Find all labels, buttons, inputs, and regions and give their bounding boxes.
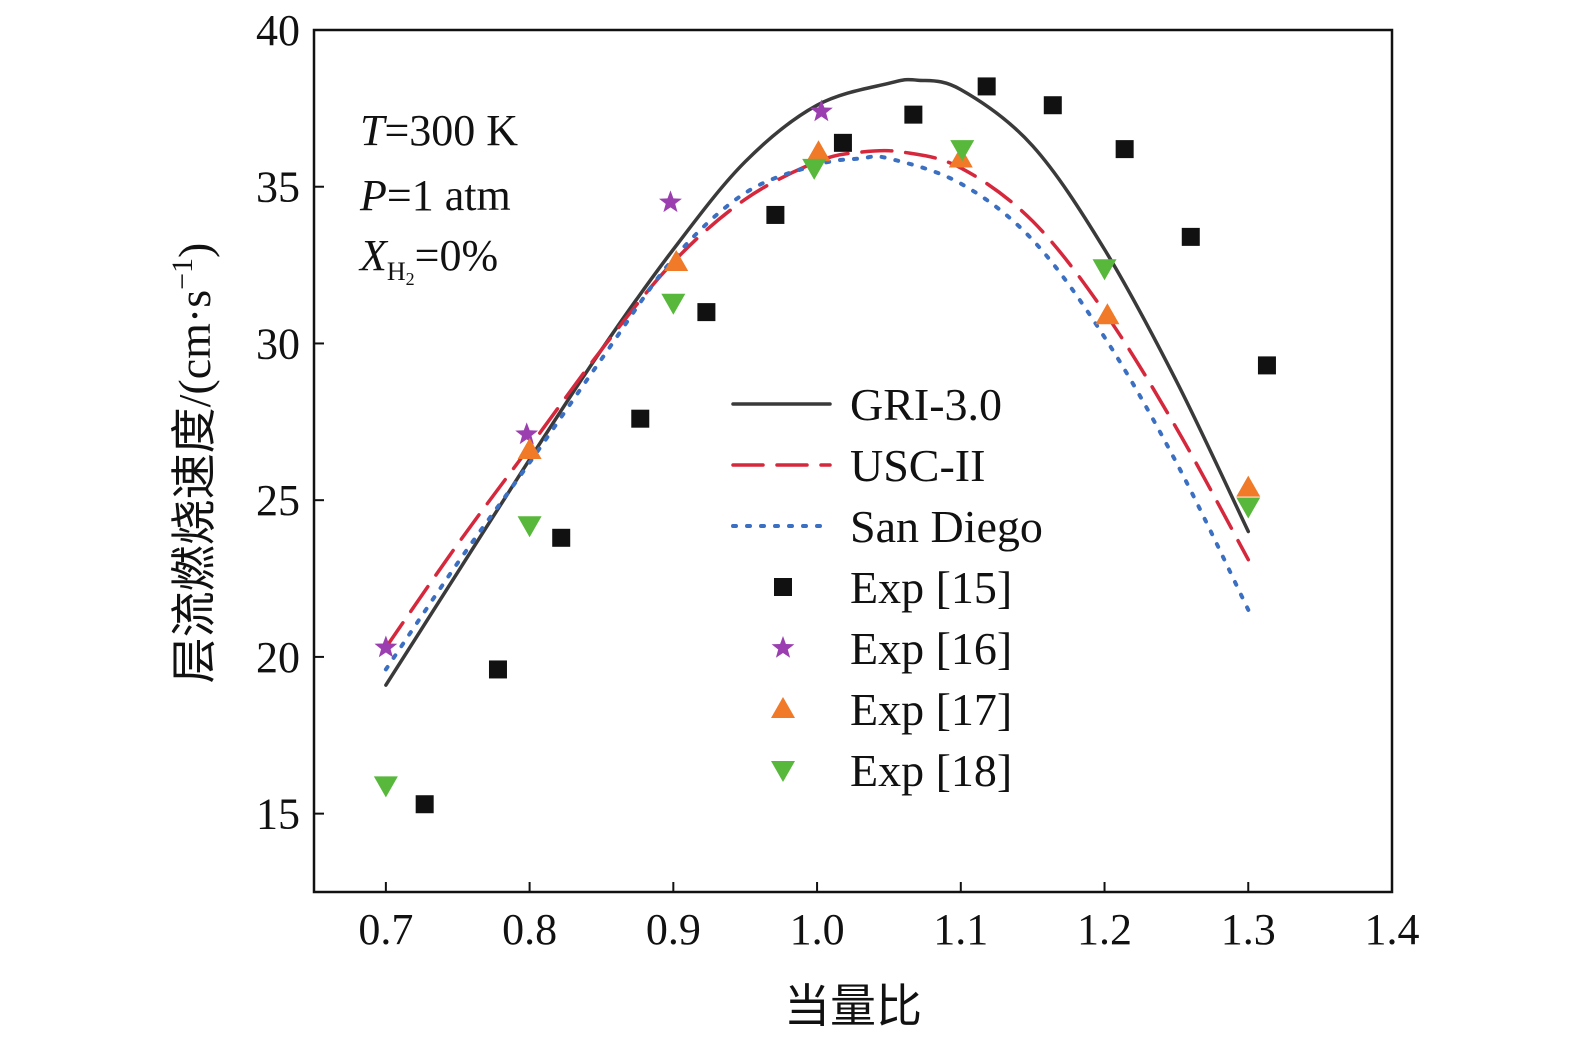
data-point [1043, 96, 1062, 115]
y-tick-label: 35 [256, 163, 300, 212]
data-point [515, 422, 539, 445]
condition-subscript: H [387, 257, 406, 286]
data-point [766, 205, 785, 224]
data-point [415, 795, 434, 814]
data-point [631, 409, 650, 428]
x-tick-label: 0.8 [502, 905, 557, 954]
series-usc-ii [384, 148, 1251, 650]
legend-label: USC-II [850, 440, 985, 491]
x-tick-label: 1.2 [1077, 905, 1132, 954]
x-tick-label: 1.0 [790, 905, 845, 954]
data-point [802, 158, 827, 180]
legend-swatch [771, 761, 795, 782]
x-tick-label: 1.1 [933, 905, 988, 954]
data-point [661, 293, 686, 315]
series-line-san-diego [383, 154, 1251, 672]
series-exp-15 [415, 77, 1276, 814]
series-layer [373, 77, 1276, 814]
legend-item-exp-16: Exp [16] [771, 623, 1012, 674]
data-point [1236, 475, 1261, 497]
condition-line: XH2=0% [358, 231, 498, 289]
legend-label: Exp [17] [850, 684, 1012, 735]
data-point [1257, 356, 1276, 375]
legend-swatch [771, 697, 795, 718]
condition-symbol: X [358, 231, 389, 280]
data-point [1181, 227, 1200, 246]
y-axis-label: 层流燃烧速度/(cm·s−1) [166, 243, 220, 684]
axis-ticks: 0.7 0.8 0.9 1.0 1.1 1.2 1.3 1.4 15 20 25 30 35 40 [256, 6, 1420, 954]
y-tick-label: 15 [256, 790, 300, 839]
legend-item-exp-17: Exp [17] [771, 684, 1012, 735]
legend-item-exp-15: Exp [15] [774, 562, 1012, 613]
x-tick-label: 1.4 [1365, 905, 1420, 954]
y-tick-label: 30 [256, 319, 300, 368]
data-point [806, 140, 831, 162]
condition-value: =300 K [384, 106, 518, 155]
data-point [1092, 259, 1117, 281]
data-point [488, 660, 507, 679]
series-san-diego [383, 154, 1251, 672]
series-line-usc-ii [384, 148, 1251, 650]
data-point [552, 528, 571, 547]
data-point [373, 776, 398, 798]
legend-item-usc-ii: USC-II [731, 440, 985, 491]
x-axis-label: 当量比 [784, 981, 922, 1032]
y-tick-label: 20 [256, 633, 300, 682]
data-point [1236, 497, 1261, 519]
condition-value: =1 atm [387, 171, 511, 220]
data-point [1115, 140, 1134, 159]
plot-frame [312, 28, 1394, 894]
plot-area-border [312, 28, 1394, 894]
x-tick-label: 0.7 [358, 905, 413, 954]
data-point [833, 133, 852, 152]
condition-value: =0% [415, 231, 498, 280]
data-point [664, 249, 689, 271]
legend-label: GRI-3.0 [850, 379, 1002, 430]
condition-line: P=1 atm [359, 171, 511, 220]
legend-swatch [774, 578, 792, 596]
series-exp-16 [374, 99, 833, 658]
data-point [659, 190, 682, 213]
data-point [517, 516, 542, 538]
legend-label: Exp [18] [850, 745, 1012, 796]
condition-line: T=300 K [360, 106, 518, 155]
data-point [904, 105, 923, 124]
legend-item-exp-18: Exp [18] [771, 745, 1012, 796]
legend-swatch [771, 636, 795, 658]
legend-item-gri-3-0: GRI-3.0 [731, 379, 1002, 430]
data-point [810, 99, 833, 122]
legend-label: Exp [15] [850, 562, 1012, 613]
y-tick-label: 25 [256, 476, 300, 525]
y-tick-label: 40 [256, 6, 300, 55]
data-point [1095, 303, 1120, 325]
series-exp-18 [373, 140, 1261, 798]
x-tick-label: 0.9 [646, 905, 701, 954]
y-axis-label-sup: −1 [166, 258, 199, 290]
data-point [977, 77, 996, 96]
x-tick-label: 1.3 [1221, 905, 1276, 954]
y-axis-label-close: ) [169, 243, 220, 258]
condition-sub-subscript: 2 [406, 269, 415, 289]
data-point [950, 140, 975, 162]
legend-label: Exp [16] [850, 623, 1012, 674]
legend-item-san-diego: San Diego [731, 501, 1043, 552]
condition-symbol: P [359, 171, 387, 220]
data-point [517, 438, 542, 460]
series-exp-17 [517, 140, 1261, 497]
legend: GRI-3.0 USC-II San Diego Exp [15] Exp [16] Ex… [731, 379, 1043, 796]
legend-label: San Diego [850, 501, 1043, 552]
y-axis-label-main: 层流燃烧速度/(cm·s [169, 290, 220, 684]
data-point [697, 303, 716, 322]
svg-text:层流燃烧速度/(cm·s−1): 层流燃烧速度/(cm·s−1) [166, 243, 220, 684]
condition-symbol: T [360, 106, 388, 155]
data-point [374, 635, 398, 658]
conditions-annotation: T=300 K P=1 atm XH2=0% [358, 106, 518, 289]
